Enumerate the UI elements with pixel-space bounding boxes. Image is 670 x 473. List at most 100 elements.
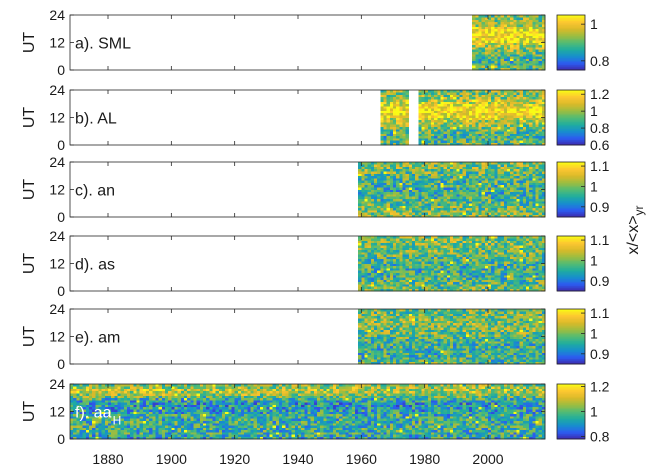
heatmap-cell — [396, 124, 400, 127]
heatmap-cell — [383, 196, 388, 199]
heatmap-cell — [402, 270, 407, 273]
heatmap-cell — [389, 99, 394, 102]
heatmap-cell — [389, 164, 394, 167]
heatmap-cell — [431, 128, 435, 132]
heatmap-cell — [440, 205, 445, 209]
heatmap-cell — [370, 357, 375, 360]
heatmap-cell — [519, 214, 524, 218]
heatmap-cell — [478, 247, 483, 251]
heatmap-cell — [526, 236, 530, 239]
heatmap-cell — [529, 166, 533, 170]
heatmap-cell — [503, 164, 508, 167]
heatmap-cell — [478, 171, 483, 174]
heatmap-cell — [516, 180, 521, 183]
heatmap-cell — [434, 173, 438, 177]
heatmap-cell — [532, 265, 536, 269]
heatmap-cell — [481, 67, 486, 71]
heatmap-cell — [491, 207, 495, 211]
heatmap-cell — [475, 187, 479, 190]
heatmap-cell — [437, 131, 441, 134]
heatmap-cell — [424, 191, 429, 195]
heatmap-cell — [424, 236, 429, 239]
heatmap-cell — [443, 288, 448, 292]
heatmap-cell — [396, 126, 400, 130]
heatmap-cell — [446, 140, 451, 144]
heatmap-cell — [526, 162, 530, 165]
heatmap-cell — [361, 309, 365, 312]
heatmap-cell — [481, 33, 486, 36]
heatmap-cell — [424, 247, 429, 251]
heatmap-cell — [526, 26, 530, 30]
heatmap-cell — [475, 171, 479, 174]
heatmap-cell — [367, 207, 372, 211]
heatmap-cell — [370, 238, 375, 241]
heatmap-cell — [374, 359, 378, 363]
heatmap-cell — [405, 261, 410, 264]
heatmap-cell — [367, 286, 372, 290]
heatmap-cell — [522, 131, 527, 134]
heatmap-cell — [507, 214, 511, 218]
heatmap-cell — [367, 194, 372, 197]
heatmap-cell — [393, 252, 397, 255]
heatmap-cell — [469, 214, 473, 218]
heatmap-cell — [478, 256, 483, 260]
heatmap-cell — [453, 207, 457, 211]
heatmap-cell — [541, 200, 546, 204]
heatmap-cell — [516, 96, 521, 100]
heatmap-cell — [510, 33, 514, 36]
heatmap-cell — [503, 274, 508, 278]
heatmap-cell — [358, 240, 362, 244]
heatmap-cell — [529, 168, 533, 172]
heatmap-cell — [459, 96, 464, 100]
heatmap-cell — [500, 198, 505, 202]
heatmap-cell — [408, 258, 413, 262]
heatmap-cell — [424, 252, 429, 255]
heatmap-cell — [431, 203, 435, 206]
heatmap-cell — [526, 103, 530, 107]
heatmap-cell — [484, 110, 489, 114]
heatmap-cell — [408, 184, 413, 188]
heatmap-cell — [510, 166, 514, 170]
heatmap-cell — [500, 268, 505, 271]
heatmap-cell — [361, 196, 365, 199]
heatmap-cell — [440, 286, 445, 290]
heatmap-cell — [377, 187, 381, 190]
heatmap-cell — [481, 90, 486, 93]
heatmap-cell — [522, 15, 527, 18]
heatmap-cell — [500, 210, 505, 213]
heatmap-cell — [516, 252, 521, 255]
heatmap-cell — [440, 240, 445, 244]
heatmap-cell — [405, 131, 410, 134]
heatmap-cell — [424, 254, 429, 257]
colorbar-segment — [557, 21, 585, 24]
heatmap-cell — [446, 124, 451, 127]
heatmap-cell — [513, 44, 517, 48]
heatmap-cell — [500, 138, 505, 141]
heatmap-cell — [488, 112, 492, 116]
heatmap-cell — [497, 37, 502, 41]
heatmap-cell — [513, 258, 517, 262]
heatmap-cell — [488, 284, 492, 287]
heatmap-cell — [443, 138, 448, 141]
heatmap-cell — [538, 99, 543, 102]
heatmap-cell — [488, 254, 492, 257]
heatmap-cell — [481, 240, 486, 244]
heatmap-cell — [465, 256, 470, 260]
heatmap-cell — [446, 142, 451, 146]
heatmap-cell — [475, 168, 479, 172]
heatmap-cell — [465, 263, 470, 267]
heatmap-cell — [469, 247, 473, 251]
heatmap-cell — [522, 67, 527, 71]
heatmap-cell — [481, 180, 486, 183]
heatmap-cell — [374, 178, 378, 181]
heatmap-cell — [437, 108, 441, 111]
heatmap-cell — [507, 261, 511, 264]
heatmap-cell — [399, 92, 403, 95]
heatmap-cell — [510, 119, 514, 123]
heatmap-cell — [541, 277, 546, 280]
heatmap-cell — [497, 115, 502, 118]
heatmap-cell — [503, 112, 508, 116]
heatmap-cell — [475, 252, 479, 255]
heatmap-cell — [469, 277, 473, 280]
heatmap-cell — [478, 140, 483, 144]
